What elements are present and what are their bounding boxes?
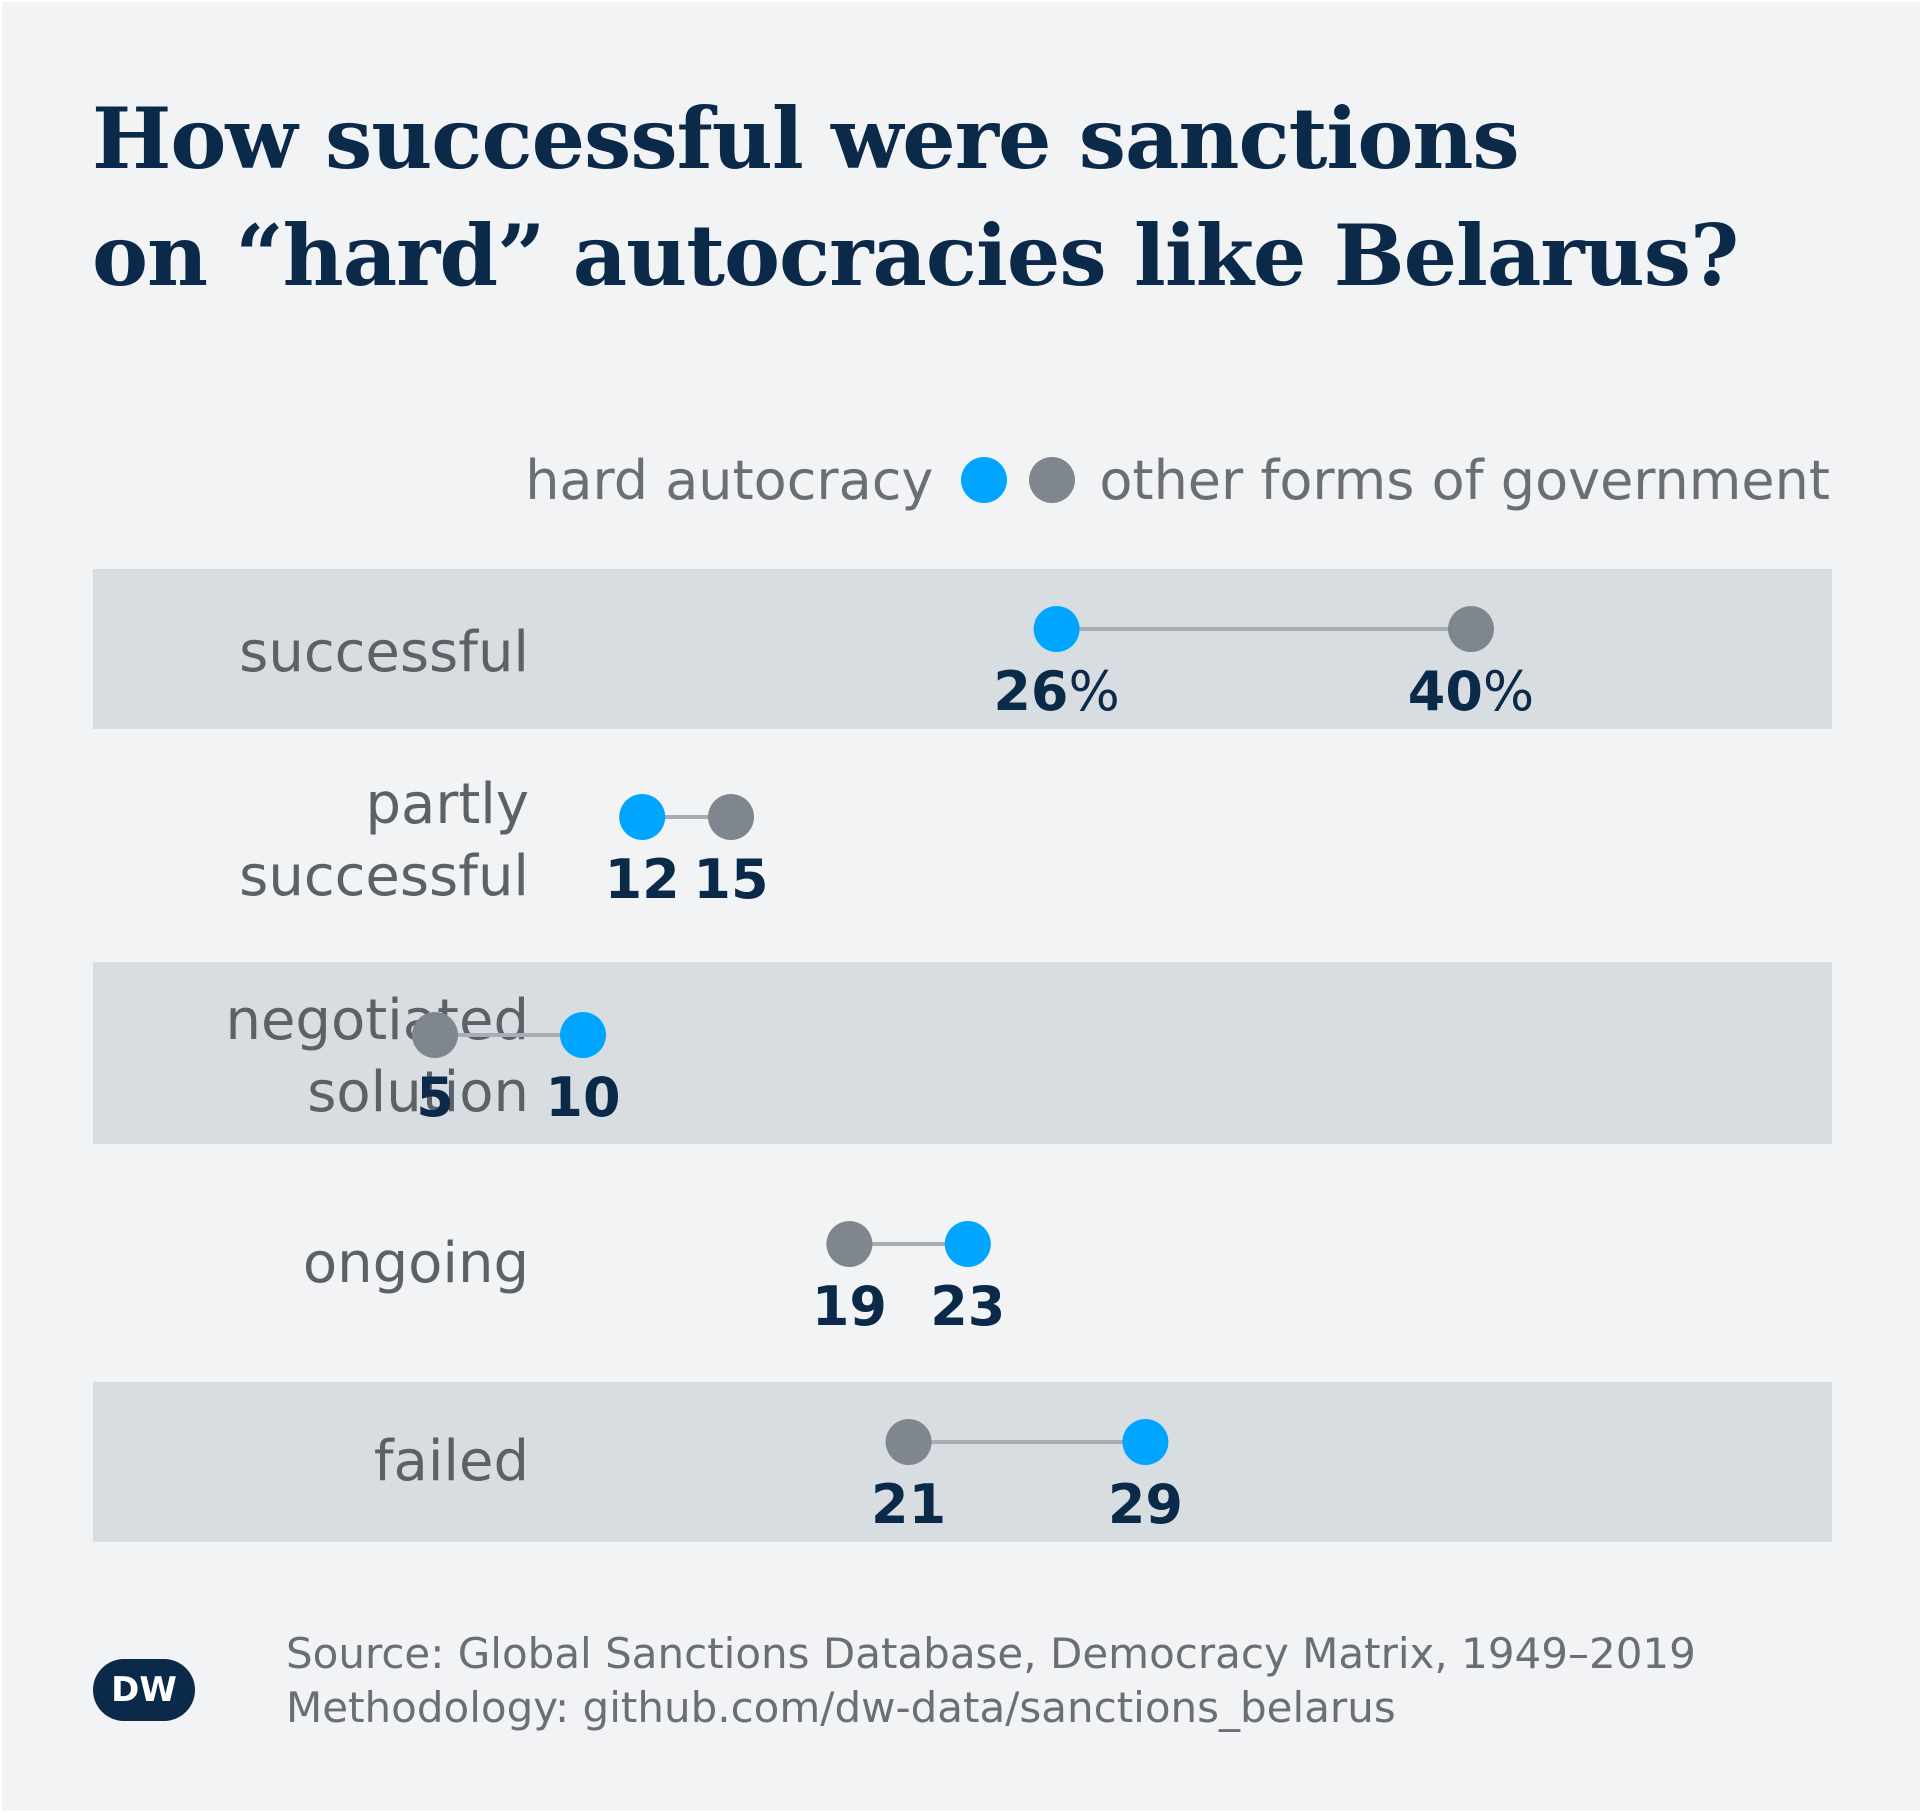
dot-other-successful: [1448, 606, 1494, 652]
row-band-failed: [93, 1382, 1832, 1542]
value-label-other-ongoing: 19: [812, 1275, 887, 1338]
dot-other-failed: [885, 1419, 932, 1465]
dot-hard-autocracy-negotiated-solution: [560, 1012, 606, 1058]
source-note: Source: Global Sanctions Database, Democ…: [286, 1627, 1696, 1735]
dot-hard-autocracy-failed: [1122, 1419, 1169, 1465]
row-band-negotiated-solution: [93, 962, 1832, 1144]
category-label-failed: failed: [373, 1429, 529, 1494]
value-label-other-successful: 40%: [1408, 660, 1534, 723]
value-label-other-partly-successful: 15: [693, 848, 768, 911]
value-label-other-failed: 21: [871, 1473, 946, 1536]
row-band-successful: [93, 569, 1832, 729]
category-label-successful: successful: [239, 620, 529, 685]
dot-other-partly-successful: [708, 794, 754, 840]
value-label-hard-autocracy-negotiated-solution: 10: [545, 1066, 620, 1129]
category-label-partly-successful: partly successful: [239, 772, 529, 909]
category-label-ongoing: ongoing: [302, 1231, 529, 1296]
dot-other-ongoing: [826, 1221, 873, 1267]
legend-label-other: other forms of government: [1099, 448, 1830, 512]
percent-unit: %: [1483, 660, 1534, 723]
chart-title: How successful were sanctions on “hard” …: [92, 80, 1739, 314]
methodology-line: Methodology: github.com/dw-data/sanction…: [286, 1683, 1396, 1732]
title-line-2: on “hard” autocracies like Belarus?: [92, 206, 1739, 305]
legend-label-hard-autocracy: hard autocracy: [525, 448, 934, 512]
title-line-1: How successful were sanctions: [92, 89, 1520, 188]
value-label-hard-autocracy-ongoing: 23: [930, 1275, 1005, 1338]
legend-dot-other: [1029, 457, 1076, 503]
dot-hard-autocracy-successful: [1033, 606, 1080, 652]
value-label-hard-autocracy-successful: 26%: [993, 660, 1119, 723]
legend: hard autocracy other forms of government: [525, 442, 1830, 518]
source-line: Source: Global Sanctions Database, Democ…: [286, 1629, 1696, 1678]
dot-hard-autocracy-ongoing: [944, 1221, 991, 1267]
dot-hard-autocracy-partly-successful: [619, 794, 666, 840]
dot-other-negotiated-solution: [412, 1012, 458, 1058]
percent-unit: %: [1069, 660, 1120, 723]
value-label-hard-autocracy-partly-successful: 12: [605, 848, 680, 911]
dw-logo: DW: [93, 1659, 195, 1721]
legend-dot-hard-autocracy: [961, 457, 1008, 503]
value-label-hard-autocracy-failed: 29: [1108, 1473, 1183, 1536]
value-label-other-negotiated-solution: 5: [416, 1066, 454, 1129]
category-label-negotiated-solution: negotiated solution: [225, 988, 529, 1125]
